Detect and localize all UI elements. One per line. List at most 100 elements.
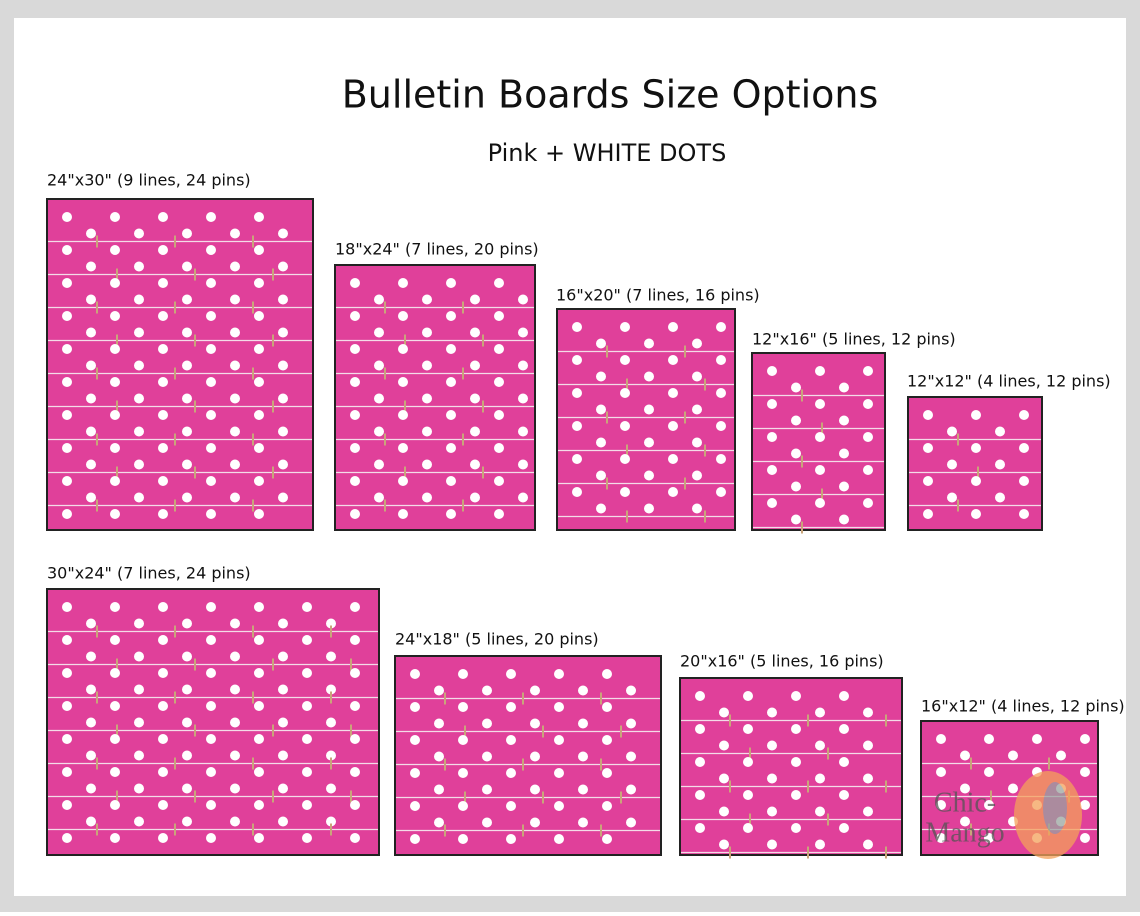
mango-leaf [1043, 782, 1067, 834]
white-dot [482, 685, 492, 696]
white-dot [602, 735, 612, 745]
white-dot [791, 382, 801, 393]
white-dot [230, 684, 240, 695]
white-dot [620, 388, 630, 398]
white-dot [62, 767, 72, 777]
white-dot [923, 509, 933, 519]
white-dot [620, 355, 630, 365]
white-dot [86, 261, 96, 272]
white-dot [278, 360, 288, 371]
board [334, 264, 536, 531]
white-dot [398, 410, 408, 420]
white-dot [422, 426, 432, 437]
white-dot [446, 410, 456, 420]
white-dot [839, 481, 849, 492]
white-dot [134, 783, 144, 794]
white-dot [254, 701, 264, 711]
white-dot [110, 344, 120, 354]
white-dot [278, 618, 288, 629]
white-dot [278, 684, 288, 695]
white-dot [947, 492, 957, 503]
white-dot [446, 443, 456, 453]
white-dot [506, 702, 516, 712]
white-dot [206, 602, 216, 612]
white-dot [602, 669, 612, 679]
white-dot [206, 701, 216, 711]
white-dot [182, 459, 192, 470]
white-dot [620, 421, 630, 431]
white-dot [434, 685, 444, 696]
white-dot [62, 509, 72, 519]
white-dot [554, 669, 564, 679]
white-dot [767, 707, 777, 718]
white-dot [230, 261, 240, 272]
white-dot [644, 338, 654, 349]
white-dot [350, 311, 360, 321]
white-dot [278, 261, 288, 272]
white-dot [578, 685, 588, 696]
white-dot [278, 783, 288, 794]
white-dot [374, 294, 384, 305]
white-dot [110, 509, 120, 519]
white-dot [278, 327, 288, 338]
board-surface [46, 198, 314, 531]
white-dot [791, 790, 801, 800]
white-dot [767, 366, 777, 376]
white-dot [482, 784, 492, 795]
board-surface [46, 588, 380, 856]
white-dot [134, 492, 144, 503]
white-dot [206, 833, 216, 843]
white-dot [254, 833, 264, 843]
white-dot [134, 459, 144, 470]
white-dot [494, 377, 504, 387]
white-dot [110, 443, 120, 453]
white-dot [863, 707, 873, 718]
white-dot [254, 635, 264, 645]
white-dot [182, 393, 192, 404]
white-dot [278, 393, 288, 404]
white-dot [470, 327, 480, 338]
white-dot [572, 322, 582, 332]
white-dot [206, 509, 216, 519]
white-dot [572, 388, 582, 398]
white-dot [572, 454, 582, 464]
white-dot [936, 734, 946, 744]
white-dot [278, 651, 288, 662]
white-dot [278, 228, 288, 239]
white-dot [182, 783, 192, 794]
board-surface [334, 264, 536, 531]
white-dot [572, 421, 582, 431]
white-dot [470, 459, 480, 470]
white-dot [326, 816, 336, 827]
white-dot [692, 338, 702, 349]
white-dot [86, 228, 96, 239]
white-dot [815, 498, 825, 508]
white-dot [494, 311, 504, 321]
white-dot [134, 684, 144, 695]
white-dot [62, 311, 72, 321]
white-dot [1019, 410, 1029, 420]
white-dot [350, 278, 360, 288]
white-dot [446, 476, 456, 486]
white-dot [254, 245, 264, 255]
white-dot [458, 834, 468, 844]
white-dot [62, 635, 72, 645]
white-dot [326, 783, 336, 794]
white-dot [158, 377, 168, 387]
white-dot [839, 691, 849, 701]
board-label: 12"x16" (5 lines, 12 pins) [752, 330, 956, 349]
white-dot [350, 377, 360, 387]
white-dot [458, 702, 468, 712]
white-dot [984, 800, 994, 810]
white-dot [995, 459, 1005, 470]
board-label: 24"x18" (5 lines, 20 pins) [395, 630, 599, 649]
white-dot [692, 404, 702, 415]
white-dot [158, 800, 168, 810]
white-dot [470, 426, 480, 437]
board [907, 396, 1043, 531]
white-dot [206, 344, 216, 354]
white-dot [695, 823, 705, 833]
white-dot [302, 701, 312, 711]
white-dot [626, 685, 636, 696]
